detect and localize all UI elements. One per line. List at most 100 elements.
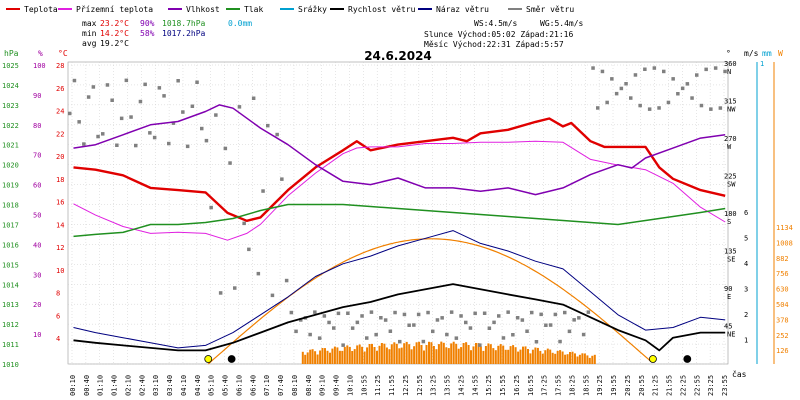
wind-dir-dot bbox=[209, 205, 213, 210]
wind-dir-dot bbox=[464, 320, 468, 325]
sunrise-marker bbox=[204, 355, 213, 363]
wind-dir-dot bbox=[520, 318, 525, 322]
wind-dir-dot bbox=[624, 82, 628, 86]
radiation-bar bbox=[472, 346, 475, 364]
wind-wg: WG:5.4m/s bbox=[540, 19, 584, 28]
radiation-bar bbox=[346, 345, 349, 364]
radiation-bar bbox=[465, 342, 468, 364]
wind-dir-dot bbox=[581, 332, 586, 337]
radiation-bar bbox=[428, 341, 430, 364]
series-line-přízemní-teplota bbox=[73, 140, 726, 241]
wind-dir-dot bbox=[237, 105, 242, 109]
wind-dir-dot bbox=[449, 310, 454, 314]
mm-tick-label: 1 bbox=[760, 60, 764, 68]
temp-tick-label: 8 bbox=[56, 290, 60, 298]
radiation-bar bbox=[467, 345, 470, 364]
hpa-tick-label: 1015 bbox=[2, 261, 19, 269]
wind-dir-dot bbox=[72, 78, 77, 83]
radiation-bar bbox=[593, 354, 596, 364]
pct-tick-label: 70 bbox=[33, 152, 41, 160]
wind-dir-dot bbox=[671, 77, 675, 81]
radiation-bar bbox=[470, 350, 472, 364]
wind-dir-dot bbox=[643, 67, 647, 71]
wind-dir-dot bbox=[223, 146, 228, 151]
radiation-bar bbox=[388, 349, 391, 364]
wind-dir-dot bbox=[204, 138, 209, 143]
wind-dir-dot bbox=[242, 221, 246, 226]
radiation-bar bbox=[358, 344, 361, 364]
radiation-bar bbox=[569, 352, 571, 364]
radiation-bar bbox=[462, 343, 465, 364]
radiation-bar bbox=[502, 345, 505, 364]
wind-dir-dot bbox=[167, 141, 171, 146]
time-tick-label: 19:55 bbox=[610, 375, 618, 396]
ms-tick-label: 6 bbox=[744, 209, 748, 217]
series-line-tlak bbox=[73, 203, 726, 238]
legend: Teplota Přízemní teplota Vlhkost Tlak Srážky… bbox=[6, 5, 574, 14]
time-tick-label: 02:10 bbox=[124, 375, 132, 396]
time-tick-label: 01:40 bbox=[111, 375, 119, 396]
wind-dir-dot bbox=[280, 177, 284, 181]
time-tick-label: 16:55 bbox=[527, 375, 535, 396]
radiation-bar bbox=[385, 347, 388, 364]
time-tick-label: 13:55 bbox=[444, 375, 452, 396]
pct-tick-label: 80 bbox=[33, 122, 41, 130]
wind-dir-dot bbox=[332, 326, 336, 330]
wind-dir-dot bbox=[115, 143, 119, 147]
hpa-tick-label: 1014 bbox=[2, 281, 19, 289]
radiation-bar bbox=[541, 353, 544, 364]
time-tick-label: 21:55 bbox=[666, 375, 674, 396]
pct-tick-label: 100 bbox=[33, 62, 46, 70]
radiation-bar bbox=[482, 350, 485, 364]
radiation-bar bbox=[336, 347, 339, 364]
time-tick-label: 12:25 bbox=[402, 375, 410, 396]
stats-min-hum: 58% bbox=[140, 29, 155, 38]
radiation-bar bbox=[479, 346, 482, 364]
radiation-bar bbox=[559, 350, 562, 364]
wind-dir-dot bbox=[185, 144, 190, 149]
temp-tick-label: 24 bbox=[56, 108, 64, 116]
wind-dir-dot bbox=[468, 326, 473, 330]
wind-dir-dot bbox=[407, 323, 411, 327]
wind-dir-dot bbox=[487, 326, 492, 330]
time-tick-label: 18:25 bbox=[568, 375, 576, 396]
wind-dir-dot bbox=[610, 77, 614, 81]
time-tick-label: 13:25 bbox=[430, 375, 438, 396]
radiation-bar bbox=[373, 347, 376, 364]
wind-dir-dot bbox=[134, 143, 138, 148]
radiation-bar bbox=[351, 351, 354, 364]
wind-dir-dot bbox=[548, 323, 553, 327]
radiation-bar bbox=[425, 345, 428, 364]
radiation-bar bbox=[329, 352, 331, 364]
wind-dir-dot bbox=[355, 320, 360, 325]
radiation-bar bbox=[418, 341, 421, 364]
wind-dir-dot bbox=[214, 113, 218, 117]
temp-tick-label: 12 bbox=[56, 244, 64, 252]
radiation-bar bbox=[455, 343, 458, 364]
legend-label-pressure: Tlak bbox=[244, 5, 263, 14]
wind-dir-dot bbox=[596, 106, 600, 110]
wind-dir-dot bbox=[600, 69, 605, 74]
deg-tick-label: 270 bbox=[724, 135, 737, 143]
wind-dir-dot bbox=[431, 329, 435, 334]
radiation-bar bbox=[321, 348, 324, 364]
time-tick-label: 20:25 bbox=[624, 375, 632, 396]
radiation-bar bbox=[586, 355, 589, 364]
pct-tick-label: 10 bbox=[33, 331, 41, 339]
wind-dir-dot bbox=[435, 318, 440, 322]
deg-tick-label: 135 bbox=[724, 248, 737, 256]
radiation-bar bbox=[393, 342, 396, 364]
wind-dir-dot bbox=[275, 132, 279, 137]
pct-tick-label: 90 bbox=[33, 92, 41, 100]
time-tick-label: 09:40 bbox=[333, 375, 341, 396]
hpa-tick-label: 1019 bbox=[2, 182, 19, 190]
wind-dir-dot bbox=[657, 106, 661, 110]
legend-label-temperature: Teplota bbox=[24, 5, 58, 14]
deg-tick-label: 90 bbox=[724, 285, 732, 293]
wind-dir-dot bbox=[379, 316, 383, 320]
radiation-bar bbox=[492, 348, 495, 364]
hpa-tick-label: 1018 bbox=[2, 202, 19, 210]
wind-dir-dot bbox=[478, 343, 482, 347]
wind-dir-dot bbox=[723, 69, 727, 74]
